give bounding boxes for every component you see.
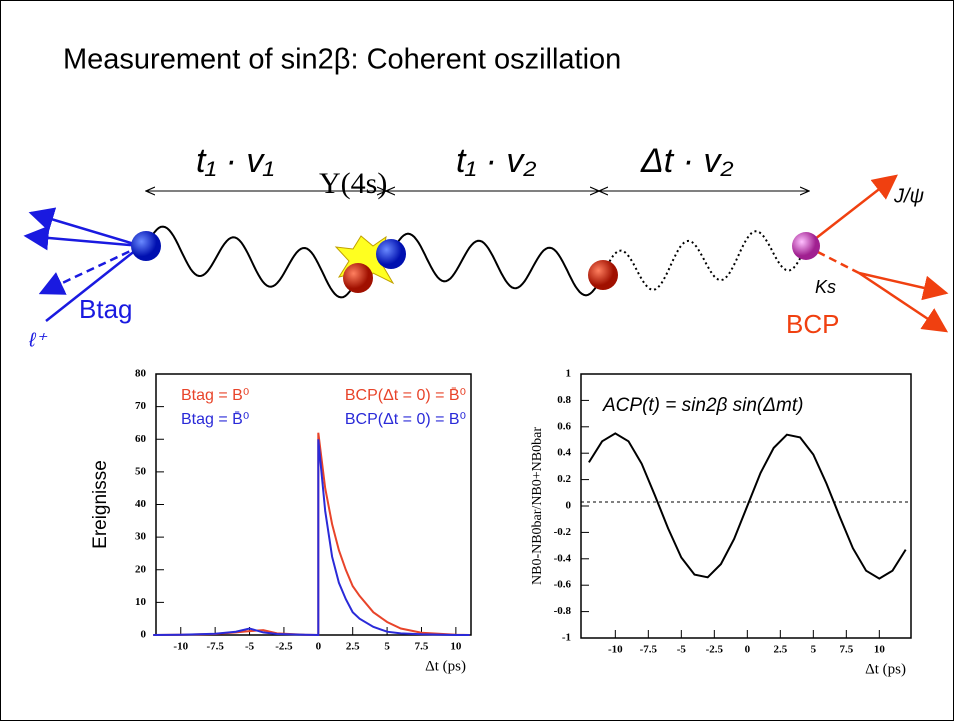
y-tick-label: 0 <box>141 629 147 641</box>
y-tick-label: 0.6 <box>557 420 571 432</box>
label: Ks <box>815 277 836 297</box>
y-tick-label: 30 <box>135 531 147 543</box>
x-tick-label: 2.5 <box>346 641 360 653</box>
wave <box>390 232 604 297</box>
y-tick-label: 0.8 <box>557 394 571 406</box>
annotation: ACP(t) = sin2β sin(Δmt) <box>602 395 803 416</box>
wave <box>602 230 807 291</box>
x-tick-label: -2.5 <box>275 641 293 653</box>
chart: -1 -0.8 -0.6 -0.4 -0.2 0 0.2 0.4 0.6 0.8 1 -10 -7.5 -… <box>530 368 912 677</box>
annotation: BCP(Δt = 0) = B⁰ <box>345 411 466 428</box>
particle <box>131 231 161 261</box>
y-tick-label: 0.4 <box>557 447 571 459</box>
cp-tracks <box>805 174 949 333</box>
diagram: t₁ · v₁ Υ(4s) t₁ · v₂ Δt · v₂ Btag BCP ℓ… <box>23 142 949 351</box>
x-tick-label: 7.5 <box>415 641 429 653</box>
x-axis-label: Δt (ps) <box>865 661 906 677</box>
x-tick-label: -10 <box>173 641 188 653</box>
y-tick-label: -0.6 <box>554 579 572 591</box>
y-tick-label: 10 <box>135 596 147 608</box>
x-tick-label: 5 <box>384 641 390 653</box>
y-tick-label: 0 <box>566 500 572 512</box>
y-tick-label: 60 <box>135 433 147 445</box>
legend-entry: Btag = B̄⁰ <box>181 411 249 428</box>
legend-entry: Btag = B⁰ <box>181 387 249 404</box>
label: t₁ · v₂ <box>456 142 536 180</box>
x-tick-label: 2.5 <box>773 644 787 656</box>
y-tick-label: -0.2 <box>554 526 572 538</box>
label: t₁ · v₁ <box>196 142 274 180</box>
x-tick-label: -5 <box>677 644 687 656</box>
series-line <box>153 439 470 637</box>
y-tick-label: 40 <box>135 498 147 510</box>
x-tick-label: 0 <box>745 644 751 656</box>
x-tick-label: 10 <box>874 644 886 656</box>
label: J/ψ <box>893 185 925 207</box>
label: Υ(4s) <box>319 167 387 200</box>
x-tick-label: 5 <box>811 644 817 656</box>
x-tick-label: -10 <box>608 644 623 656</box>
y-tick-label: 1 <box>566 368 572 380</box>
slide-title: Measurement of sin2β: Coherent oszillati… <box>63 44 621 76</box>
y-axis-label: NB0-NB0bar/NB0+NB0bar <box>530 427 545 585</box>
particle <box>588 260 618 290</box>
y-tick-label: 80 <box>135 368 147 380</box>
y-tick-label: -1 <box>562 632 571 644</box>
label: Btag <box>79 294 133 324</box>
chart: 0 10 20 30 40 50 60 70 80 -10 -7.5 -5 -2.5 0 2.5 5 7.5 10… <box>90 368 472 674</box>
wave <box>145 225 359 299</box>
x-tick-label: 0 <box>316 641 322 653</box>
x-tick-label: -2.5 <box>706 644 724 656</box>
series-line <box>153 432 470 637</box>
x-tick-label: 7.5 <box>839 644 853 656</box>
x-tick-label: -7.5 <box>206 641 224 653</box>
y-tick-label: 20 <box>135 563 147 575</box>
x-tick-label: -7.5 <box>640 644 658 656</box>
tag-tracks <box>23 207 142 322</box>
label: Δt · v₂ <box>640 142 733 180</box>
y-axis-label: Ereignisse <box>90 460 111 549</box>
y-tick-label: 0.2 <box>557 473 571 485</box>
label: ℓ⁺ <box>28 329 47 351</box>
series-line <box>588 432 907 580</box>
x-tick-label: 10 <box>450 641 462 653</box>
y-tick-label: 50 <box>135 465 147 477</box>
particle <box>376 239 406 269</box>
y-tick-label: -0.8 <box>554 605 572 617</box>
particle <box>792 232 820 260</box>
y-tick-label: 70 <box>135 400 147 412</box>
x-axis-label: Δt (ps) <box>425 658 466 674</box>
annotation: BCP(Δt = 0) = B̄⁰ <box>345 387 466 404</box>
particle <box>343 263 373 293</box>
label: BCP <box>786 309 839 339</box>
y-tick-label: -0.4 <box>554 552 572 564</box>
x-tick-label: -5 <box>245 641 255 653</box>
